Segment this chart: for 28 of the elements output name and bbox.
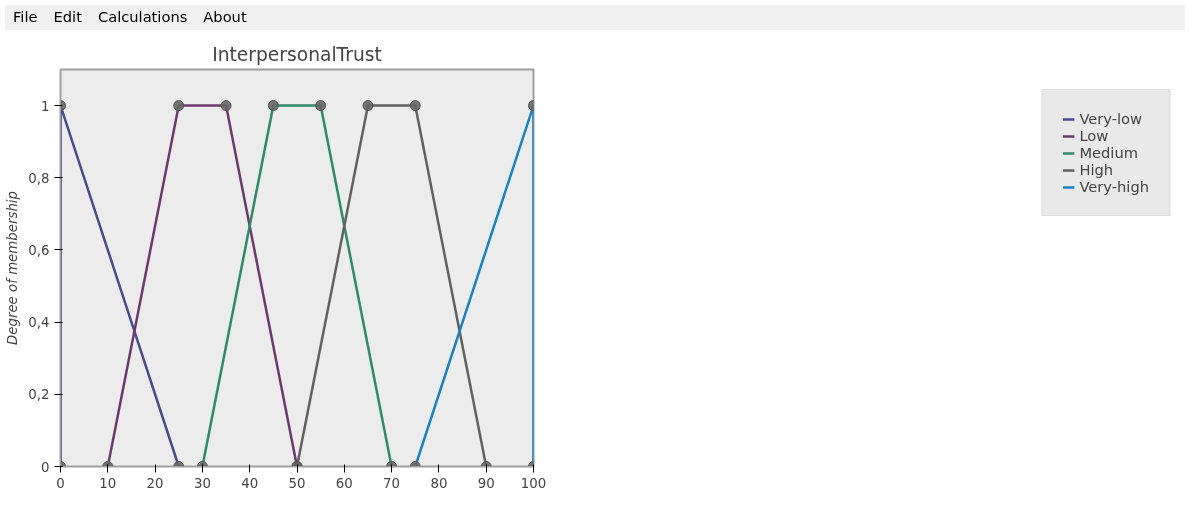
x-tick-label: 30 <box>193 475 211 491</box>
x-tick-label: 10 <box>99 475 117 491</box>
y-axis-title: Degree of membership <box>5 191 21 345</box>
x-tick-label: 20 <box>146 475 164 491</box>
x-tick-label: 60 <box>335 475 353 491</box>
x-tick-label: 70 <box>383 475 401 491</box>
legend-label: High <box>1079 161 1114 178</box>
chart-title: InterpersonalTrust <box>212 43 382 65</box>
x-tick-label: 80 <box>430 475 448 491</box>
x-tick-label: 50 <box>288 475 306 491</box>
text: File <box>13 8 38 25</box>
legend-label: Very-high <box>1079 178 1149 195</box>
x-tick-label: 0 <box>56 475 65 491</box>
y-tick-label: 0 <box>41 459 50 475</box>
legend-label: Low <box>1079 127 1109 144</box>
text: About <box>203 8 247 25</box>
text: Edit <box>53 8 82 25</box>
x-tick-label: 90 <box>477 475 495 491</box>
text: Calculations <box>97 8 188 25</box>
y-tick-label: 1 <box>41 98 50 114</box>
y-tick-label: 0,8 <box>28 170 50 186</box>
x-tick-label: 100 <box>520 475 547 491</box>
legend-label: Medium <box>1079 144 1139 161</box>
legend-label: Very-low <box>1079 110 1143 127</box>
y-tick-label: 0,6 <box>28 242 50 258</box>
x-tick-label: 40 <box>241 475 259 491</box>
y-tick-label: 0,4 <box>28 315 50 331</box>
y-tick-label: 0,2 <box>28 387 50 403</box>
